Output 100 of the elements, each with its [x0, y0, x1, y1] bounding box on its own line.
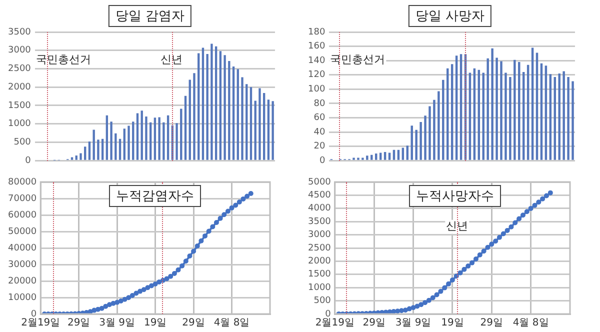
y-tick-label: 1000	[8, 119, 32, 130]
bar	[206, 54, 208, 160]
bar	[110, 122, 112, 160]
bar	[366, 156, 368, 160]
point	[508, 224, 514, 230]
y-tick-label: 3000	[8, 46, 32, 56]
point	[414, 304, 420, 309]
point	[548, 190, 553, 196]
x-tick-label: 19일	[144, 318, 167, 329]
point	[418, 302, 424, 308]
point	[214, 220, 219, 226]
bar	[84, 146, 86, 160]
bar	[388, 152, 391, 160]
bar	[145, 116, 148, 160]
bar	[92, 130, 95, 160]
y-tick-label: 60	[314, 113, 326, 124]
bar	[558, 73, 560, 160]
bar	[262, 92, 266, 160]
annotation: 신년	[446, 220, 468, 233]
y-tick-label: 1000	[308, 282, 332, 293]
point	[485, 244, 490, 250]
bar	[428, 106, 431, 160]
bar	[468, 72, 472, 160]
bar	[491, 48, 494, 160]
point	[402, 308, 408, 313]
point	[145, 285, 150, 290]
bar	[118, 138, 122, 160]
x-tick-label: 29일	[480, 318, 503, 329]
bar	[420, 122, 422, 160]
bar	[80, 153, 82, 160]
point	[206, 228, 212, 234]
bar	[101, 138, 104, 160]
point	[191, 248, 196, 254]
x-tick-label: 29일	[67, 318, 90, 329]
y-tick-label: 180	[308, 27, 326, 38]
text: 누적감염자수	[109, 185, 201, 207]
point	[103, 304, 108, 309]
point	[516, 216, 522, 222]
point	[473, 256, 478, 262]
bar	[384, 152, 386, 160]
point	[202, 233, 208, 238]
bar	[267, 100, 270, 160]
bar	[500, 61, 502, 160]
bar	[478, 70, 480, 160]
y-tick-label: 2500	[8, 64, 32, 74]
bar	[224, 55, 226, 160]
point	[210, 224, 216, 230]
bar	[572, 81, 574, 160]
bar	[162, 122, 165, 160]
point	[500, 231, 506, 236]
bar	[438, 91, 440, 160]
point	[222, 212, 227, 218]
bar	[562, 71, 565, 160]
point	[130, 293, 135, 298]
point	[442, 285, 448, 290]
y-tick-label: 0	[325, 309, 332, 320]
point	[458, 270, 463, 276]
bar	[140, 110, 143, 160]
point	[187, 254, 192, 259]
bar	[446, 68, 449, 160]
bar	[424, 116, 426, 160]
y-tick-label: 0	[319, 156, 326, 166]
bar	[473, 68, 476, 160]
point	[118, 298, 124, 304]
bar	[509, 77, 512, 160]
chart-title: 당일 감염자	[108, 5, 192, 27]
y-tick-label: 0	[25, 156, 32, 166]
point	[248, 191, 254, 196]
y-tick-label: 140	[308, 56, 326, 66]
point	[236, 199, 242, 204]
point	[477, 252, 482, 258]
bar	[136, 113, 139, 160]
point	[544, 193, 549, 198]
bar	[210, 44, 213, 160]
y-tick-label: 3500	[8, 27, 32, 38]
y-tick-label: 4500	[308, 190, 332, 201]
bar	[232, 66, 235, 160]
bar	[522, 72, 525, 160]
point	[438, 288, 444, 294]
bar	[123, 128, 126, 160]
point	[536, 200, 542, 205]
y-tick-label: 500	[314, 296, 332, 306]
bar	[442, 80, 444, 160]
bar	[402, 148, 404, 160]
y-tick-label: 60000	[8, 210, 37, 220]
bar	[254, 100, 256, 160]
point	[194, 243, 200, 248]
bar	[106, 115, 108, 160]
point	[426, 298, 432, 303]
y-tick-label: 1500	[308, 270, 332, 280]
bar	[549, 74, 552, 160]
point	[218, 216, 223, 221]
bar	[180, 108, 182, 160]
point	[156, 279, 162, 284]
y-tick-label: 40	[314, 127, 326, 138]
bar	[410, 126, 413, 160]
bar	[219, 51, 222, 160]
bar	[514, 60, 516, 160]
x-tick-label: 19일	[441, 318, 464, 329]
point	[540, 196, 546, 202]
